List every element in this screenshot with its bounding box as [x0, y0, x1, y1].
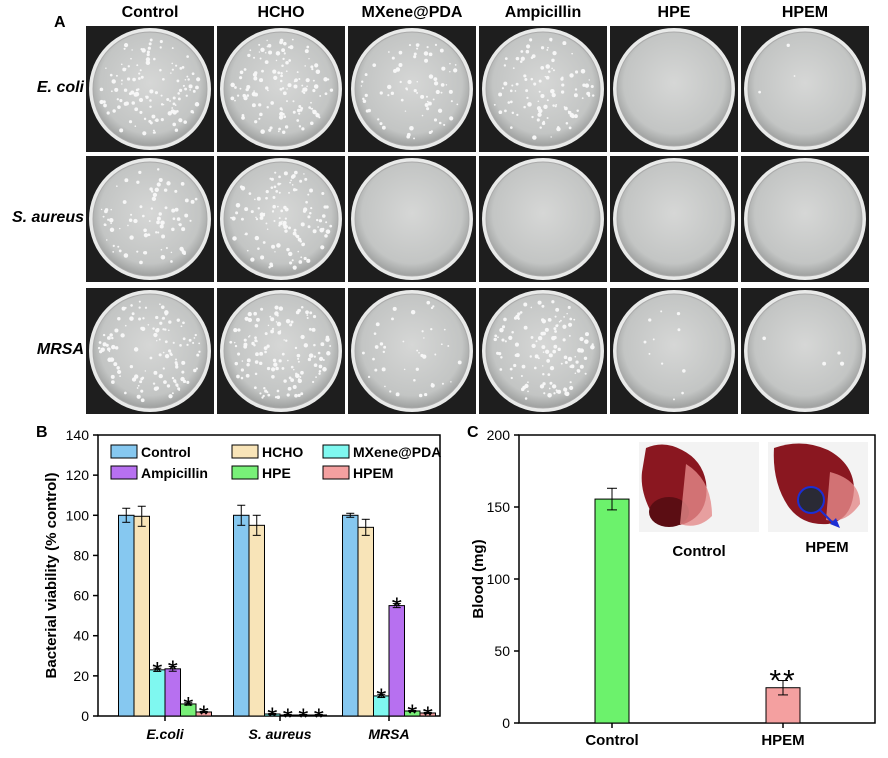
panel-a-letter: A [54, 14, 66, 31]
significance-star: * [183, 691, 193, 721]
panel-b-letter: B [36, 424, 48, 441]
plate-column-label: MXene@PDA [361, 4, 463, 21]
legend-label: HPE [262, 465, 291, 481]
petri-dish-photo [479, 288, 607, 414]
inset-label: HPEM [805, 539, 848, 556]
significance-star: * [392, 592, 402, 622]
y-tick-label: 80 [73, 547, 89, 563]
bar-control [118, 514, 135, 717]
x-tick-label: Control [585, 732, 638, 749]
bar-control [233, 514, 250, 717]
viability-bar-chart: B 0 20 40 60 80 100 120 140 Bacterial viability (… [36, 424, 441, 742]
legend-swatch [322, 465, 350, 480]
blood-loss-bar-chart: C 0 50 100 150 200 Blood (mg) Control HPEM Contro… [467, 424, 876, 749]
legend-label: HCHO [262, 444, 303, 460]
significance-star: * [199, 699, 209, 729]
petri-dish-photo [86, 156, 214, 282]
y-tick-label: 60 [73, 588, 89, 604]
petri-dish-photo [610, 26, 738, 152]
petri-dish-photo [741, 156, 869, 282]
x-tick-label: S. aureus [248, 726, 311, 742]
petri-dish-photo [479, 156, 607, 282]
y-tick-label: 0 [502, 715, 510, 731]
significance-stars: ** [769, 665, 796, 698]
x-tick-label: E.coli [146, 726, 184, 742]
petri-dish-photo [610, 288, 738, 414]
y-axis-label: Bacterial viability (% control) [43, 473, 60, 679]
plate-row-label: E. coli [36, 79, 84, 96]
petri-dish-photo [741, 26, 869, 152]
y-tick-label: 20 [73, 668, 89, 684]
plate-row-label: MRSA [36, 341, 84, 358]
y-tick-label: 200 [487, 427, 511, 443]
legend-swatch [231, 465, 259, 480]
liver-photo-inset [639, 442, 868, 532]
y-tick-label: 0 [81, 708, 89, 724]
significance-star: * [152, 656, 162, 686]
plate-column-label: Control [121, 4, 179, 21]
legend-label: HPEM [353, 465, 393, 481]
petri-dish-photo [348, 26, 476, 152]
plate-column-label: HPE [657, 4, 691, 21]
petri-dish-photo [741, 288, 869, 414]
significance-star: * [267, 701, 277, 731]
y-tick-label: 100 [487, 571, 511, 587]
petri-dish-photo [479, 26, 607, 152]
bar-hcho [357, 526, 374, 717]
legend-swatch [110, 465, 138, 480]
significance-star: * [376, 682, 386, 712]
petri-dish-photo [217, 288, 345, 414]
plate-column-label: HPEM [781, 4, 829, 21]
petri-dish-photo [348, 156, 476, 282]
bar-control [342, 514, 359, 717]
y-tick-label: 40 [73, 628, 89, 644]
y-tick-label: 120 [66, 467, 90, 483]
panel-c-letter: C [467, 424, 479, 441]
petri-dish-photo [217, 156, 345, 282]
bar-hcho [248, 524, 265, 717]
plate-row-label: S. aureus [11, 209, 84, 226]
petri-dish-photo [86, 288, 214, 414]
y-axis-label: Blood (mg) [470, 539, 487, 618]
x-tick-label: MRSA [368, 726, 409, 742]
significance-star: * [283, 702, 293, 732]
y-tick-label: 140 [66, 427, 90, 443]
petri-dish-photo [217, 26, 345, 152]
significance-star: * [407, 698, 417, 728]
legend-swatch [231, 444, 259, 459]
x-tick-label: HPEM [761, 732, 804, 749]
legend-swatch [110, 444, 138, 459]
legend-label: MXene@PDA [353, 444, 441, 460]
y-tick-label: 100 [66, 507, 90, 523]
petri-dish-photo [86, 26, 214, 152]
significance-star: * [298, 702, 308, 732]
bar-control [594, 498, 630, 724]
bar-ampicillin [388, 605, 405, 717]
petri-dish-photo [348, 288, 476, 414]
legend-label: Control [141, 444, 191, 460]
plate-column-label: HCHO [257, 4, 305, 21]
inset-label: Control [672, 543, 725, 560]
y-tick-label: 150 [487, 499, 511, 515]
legend-swatch [322, 444, 350, 459]
legend-label: Ampicillin [141, 465, 208, 481]
significance-star: * [423, 700, 433, 730]
bar-hcho [133, 515, 150, 717]
plate-column-label: Ampicillin [504, 4, 582, 21]
y-tick-label: 50 [494, 643, 510, 659]
petri-dish-photo [610, 156, 738, 282]
significance-star: * [168, 654, 178, 684]
significance-star: * [314, 702, 324, 732]
